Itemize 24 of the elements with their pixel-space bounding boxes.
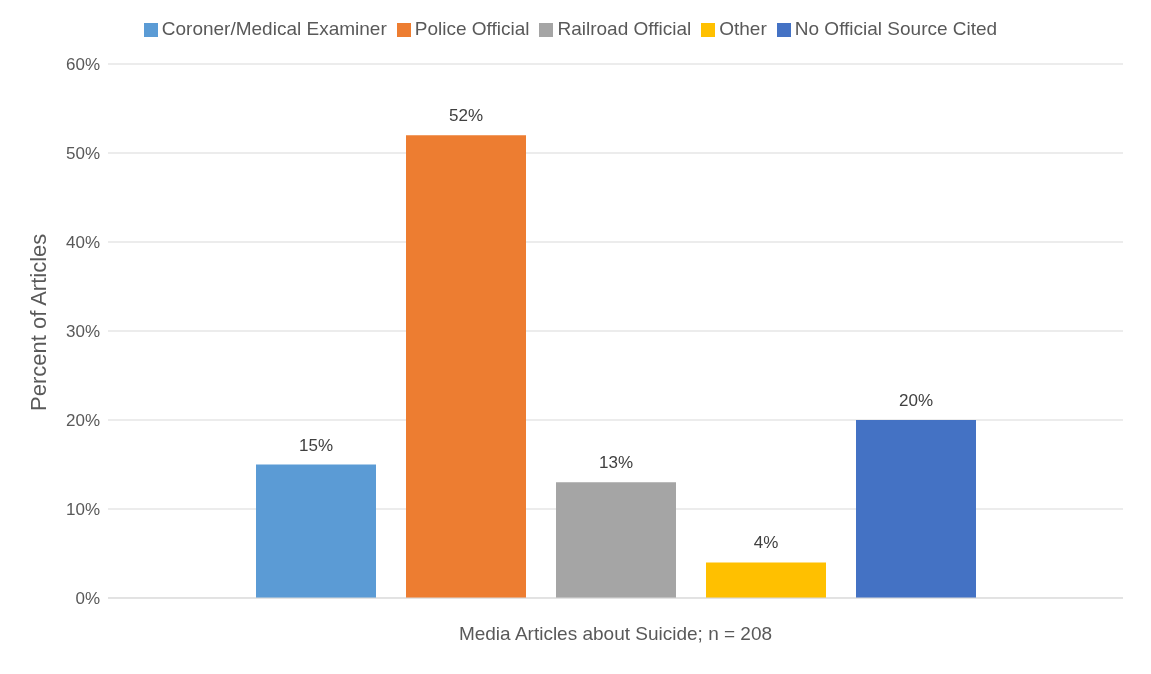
- legend-label: Coroner/Medical Examiner: [161, 18, 387, 39]
- bar: [556, 482, 676, 598]
- legend-label: No Official Source Cited: [794, 18, 998, 39]
- legend-label: Police Official: [414, 18, 530, 39]
- y-axis-title: Percent of Articles: [25, 233, 51, 411]
- y-tick-label: 10%: [65, 500, 100, 520]
- bar: [706, 562, 826, 598]
- legend-label: Other: [719, 18, 767, 39]
- y-tick-label: 30%: [65, 322, 100, 342]
- y-tick-label: 0%: [75, 589, 100, 609]
- y-tick-label: 40%: [65, 233, 100, 253]
- y-tick-label: 60%: [65, 55, 100, 75]
- y-tick-label: 50%: [65, 144, 100, 164]
- data-label: 13%: [598, 453, 634, 473]
- x-axis-title: Media Articles about Suicide; n = 208: [458, 623, 773, 644]
- data-label: 52%: [448, 106, 484, 126]
- bar: [256, 464, 376, 598]
- legend-label: Railroad Official: [557, 18, 692, 39]
- data-label: 15%: [298, 435, 334, 455]
- bar: [856, 420, 976, 598]
- y-tick-label: 20%: [65, 411, 100, 431]
- data-label: 4%: [753, 533, 779, 553]
- bar: [406, 135, 526, 598]
- data-label: 20%: [898, 391, 934, 410]
